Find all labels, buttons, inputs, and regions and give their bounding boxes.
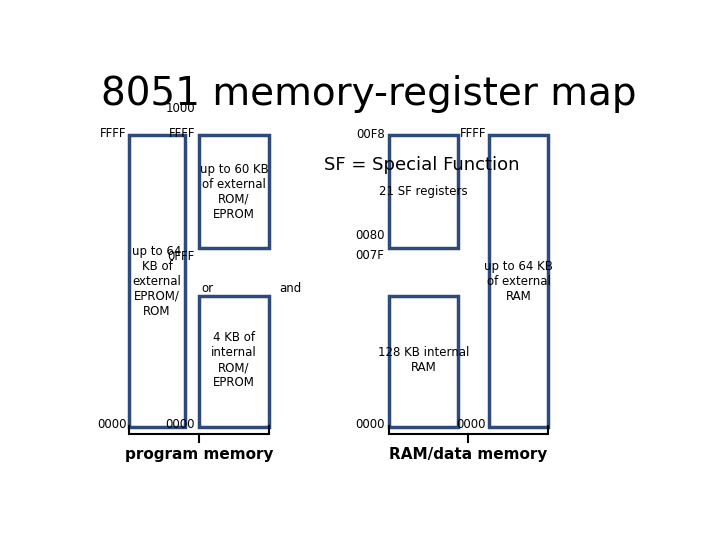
Text: 0000: 0000	[355, 418, 384, 431]
Text: up to 64 KB
of external
RAM: up to 64 KB of external RAM	[484, 260, 553, 302]
Bar	[129, 136, 185, 427]
Text: RAM/data memory: RAM/data memory	[389, 447, 547, 462]
Text: 21 SF registers: 21 SF registers	[379, 185, 468, 198]
Text: FFFF: FFFF	[100, 127, 126, 140]
Text: 128 KB internal
RAM: 128 KB internal RAM	[378, 346, 469, 374]
Text: 007F: 007F	[356, 249, 384, 262]
Text: up to 64
KB of
external
EPROM/
ROM: up to 64 KB of external EPROM/ ROM	[132, 245, 181, 318]
Text: or: or	[202, 282, 214, 295]
Text: 0000: 0000	[96, 418, 126, 431]
Bar	[199, 295, 269, 427]
Text: 00F8: 00F8	[356, 128, 384, 141]
Bar	[389, 136, 459, 248]
Text: 1000: 1000	[166, 102, 195, 115]
Text: 0FFF: 0FFF	[168, 250, 195, 263]
Text: FFFF: FFFF	[459, 127, 486, 140]
Bar	[489, 136, 547, 427]
Text: 4 KB of
internal
ROM/
EPROM: 4 KB of internal ROM/ EPROM	[211, 331, 257, 389]
Text: FFFF: FFFF	[168, 127, 195, 140]
Bar	[199, 136, 269, 248]
Text: 0080: 0080	[355, 229, 384, 242]
Text: 0000: 0000	[166, 418, 195, 431]
Text: program memory: program memory	[125, 447, 273, 462]
Text: and: and	[280, 282, 302, 295]
Text: 0000: 0000	[456, 418, 486, 431]
Text: SF = Special Function: SF = Special Function	[324, 156, 520, 173]
Bar	[389, 295, 459, 427]
Text: 8051 memory-register map: 8051 memory-register map	[102, 75, 636, 113]
Text: up to 60 KB
of external
ROM/
EPROM: up to 60 KB of external ROM/ EPROM	[199, 163, 269, 221]
